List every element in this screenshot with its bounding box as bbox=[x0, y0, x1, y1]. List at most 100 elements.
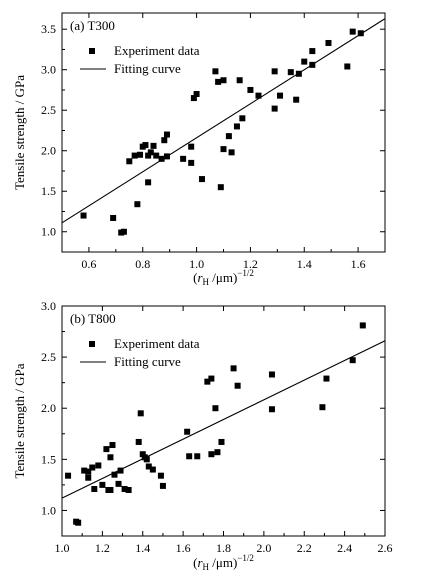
data-point bbox=[145, 179, 152, 186]
data-point bbox=[239, 115, 246, 122]
data-point bbox=[186, 453, 193, 460]
data-point bbox=[349, 357, 356, 364]
data-point bbox=[268, 406, 275, 413]
x-tick-label: 1.4 bbox=[135, 541, 150, 555]
data-point bbox=[349, 28, 356, 35]
x-axis-label-rest: /μm) bbox=[209, 270, 237, 285]
data-point bbox=[81, 467, 88, 474]
data-point bbox=[163, 153, 170, 160]
y-axis-label: Tensile strength / GPa bbox=[12, 75, 27, 190]
data-point bbox=[95, 462, 102, 469]
data-point bbox=[293, 96, 300, 103]
x-axis-label: (rH /μm)−1/2 bbox=[193, 268, 254, 287]
data-point bbox=[271, 105, 278, 112]
panel-b-t800: 1.0 1.2 1.4 1.6 1.8 2.0 2.2 2.4 2.6 1.0 1.5 2.0 2.5 3… bbox=[12, 299, 393, 572]
x-tick-label: 2.6 bbox=[378, 541, 393, 555]
data-point bbox=[137, 410, 144, 417]
data-point bbox=[121, 485, 128, 492]
data-point bbox=[188, 143, 195, 150]
data-point bbox=[161, 137, 168, 144]
x-tick-label: 0.6 bbox=[81, 257, 96, 271]
data-point bbox=[214, 449, 221, 456]
x-axis-label-open: ( bbox=[193, 270, 197, 285]
data-point bbox=[220, 146, 227, 153]
data-point bbox=[247, 86, 254, 93]
data-point bbox=[126, 158, 133, 165]
x-tick-label: 1.0 bbox=[55, 541, 70, 555]
x-tick-label: 2.4 bbox=[337, 541, 352, 555]
data-point bbox=[193, 91, 200, 98]
y-tick-label: 2.5 bbox=[41, 103, 56, 117]
data-point bbox=[107, 487, 114, 493]
x-axis-label-var: r bbox=[197, 270, 203, 285]
panel-label: (a) T300 bbox=[70, 18, 115, 33]
data-point bbox=[217, 184, 224, 191]
y-tick-label: 3.0 bbox=[41, 63, 56, 77]
data-point bbox=[233, 123, 240, 130]
y-tick-label: 1.0 bbox=[41, 503, 56, 517]
data-point bbox=[91, 485, 98, 492]
data-point bbox=[323, 375, 330, 382]
data-point bbox=[65, 472, 72, 479]
data-point bbox=[268, 371, 275, 378]
x-tick-label: 2.0 bbox=[256, 541, 271, 555]
data-point bbox=[277, 92, 284, 99]
x-axis-label-sub: H bbox=[203, 277, 210, 287]
data-point bbox=[301, 58, 308, 65]
data-point bbox=[145, 152, 152, 159]
x-axis-label-sup: −1/2 bbox=[237, 268, 254, 278]
legend-label-experiment: Experiment data bbox=[114, 43, 200, 58]
data-point bbox=[218, 438, 225, 445]
data-point bbox=[230, 365, 237, 372]
data-point bbox=[225, 133, 232, 140]
data-point bbox=[163, 131, 170, 138]
data-point bbox=[204, 378, 211, 385]
data-point bbox=[255, 92, 262, 99]
data-point bbox=[208, 375, 215, 382]
data-point bbox=[212, 405, 219, 412]
data-point bbox=[147, 149, 154, 156]
data-point bbox=[153, 152, 160, 159]
x-tick-label: 1.6 bbox=[351, 257, 366, 271]
data-point bbox=[99, 481, 106, 488]
legend-label-experiment: Experiment data bbox=[114, 336, 200, 351]
x-axis-label: (rH /μm)−1/2 bbox=[193, 553, 254, 572]
y-tick-label: 3.5 bbox=[41, 22, 56, 36]
y-tick-label: 2.0 bbox=[41, 401, 56, 415]
legend-label-fitting: Fitting curve bbox=[114, 354, 181, 369]
x-tick-label: 1.6 bbox=[176, 541, 191, 555]
data-point bbox=[110, 214, 117, 221]
x-tick-label: 1.2 bbox=[243, 257, 258, 271]
data-point bbox=[271, 68, 278, 75]
x-axis-label-sub: H bbox=[203, 562, 210, 572]
y-tick-label: 1.5 bbox=[41, 452, 56, 466]
data-point bbox=[234, 382, 241, 389]
data-point bbox=[325, 39, 332, 46]
x-tick-label: 1.0 bbox=[189, 257, 204, 271]
data-point bbox=[184, 428, 191, 435]
y-tick-label: 1.5 bbox=[41, 184, 56, 198]
data-point bbox=[158, 155, 165, 162]
fitting-curve-line bbox=[61, 18, 386, 224]
data-point bbox=[198, 176, 205, 183]
data-point bbox=[111, 471, 118, 478]
panel-label: (b) T800 bbox=[70, 311, 116, 326]
data-point bbox=[135, 438, 142, 445]
data-point bbox=[295, 70, 302, 77]
data-point bbox=[215, 78, 222, 85]
data-point bbox=[344, 63, 351, 70]
data-point bbox=[212, 68, 219, 75]
y-tick-label: 3.0 bbox=[41, 299, 56, 313]
data-point bbox=[236, 77, 243, 84]
data-point bbox=[103, 446, 110, 453]
data-point bbox=[188, 159, 195, 166]
data-point bbox=[142, 142, 149, 149]
data-point bbox=[190, 95, 197, 102]
x-axis-label-sup: −1/2 bbox=[237, 553, 254, 563]
fitting-curve-line bbox=[61, 340, 386, 499]
y-tick-label: 2.5 bbox=[41, 350, 56, 364]
data-point bbox=[139, 451, 146, 458]
data-point bbox=[85, 468, 92, 475]
x-tick-label: 1.8 bbox=[216, 541, 231, 555]
